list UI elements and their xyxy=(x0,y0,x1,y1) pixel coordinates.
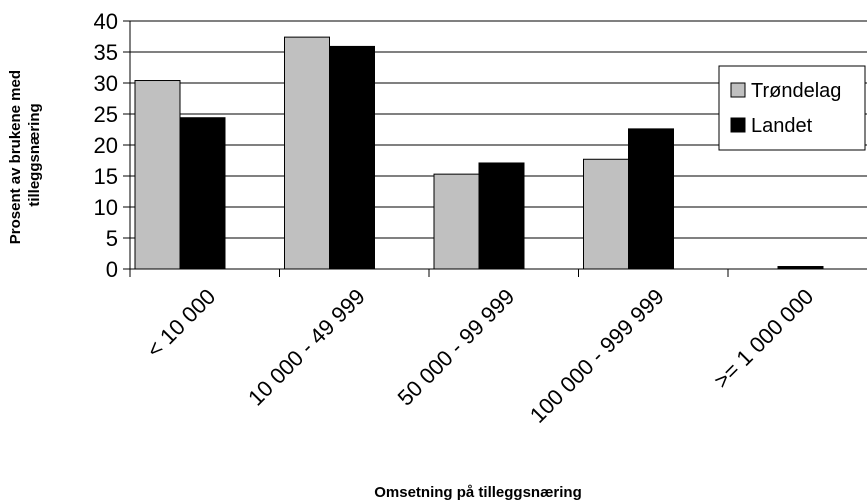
bar-landet-2 xyxy=(478,162,525,270)
x-tick-labels: < 10 000 10 000 - 49 999 50 000 - 99 999 10… xyxy=(142,284,819,428)
x-tick-label: 10 000 - 49 999 xyxy=(243,284,370,411)
y-tick-label: 25 xyxy=(94,102,118,127)
legend-swatch-trondelag xyxy=(730,82,746,98)
axes xyxy=(129,21,867,277)
y-axis-title: Prosent av brukene med tilleggsnæring xyxy=(7,66,43,244)
legend-box xyxy=(718,65,866,151)
y-tick-label: 30 xyxy=(94,71,118,96)
x-tick-label: 50 000 - 99 999 xyxy=(393,284,520,411)
legend: Trøndelag Landet xyxy=(718,65,866,151)
x-tick-label: < 10 000 xyxy=(142,284,221,363)
x-tick-label: >= 1 000 000 xyxy=(709,284,818,393)
y-tick-label: 10 xyxy=(94,195,118,220)
bar-trondelag-2 xyxy=(433,173,480,270)
y-tick-label: 35 xyxy=(94,40,118,65)
y-axis-title-line-1: Prosent av brukene med xyxy=(7,70,24,244)
y-axis-title-line-2: tilleggsnæring xyxy=(26,103,43,206)
y-tick-label: 40 xyxy=(94,9,118,34)
y-tick-label: 20 xyxy=(94,133,118,158)
y-tick-label: 15 xyxy=(94,164,118,189)
bar-landet-1 xyxy=(329,45,375,270)
legend-label-trondelag: Trøndelag xyxy=(751,80,841,102)
bar-trondelag-1 xyxy=(284,36,330,270)
bars xyxy=(134,36,824,270)
x-axis-title: Omsetning på tilleggsnæring xyxy=(374,484,582,501)
legend-label-landet: Landet xyxy=(751,115,813,137)
bar-landet-0 xyxy=(179,117,226,270)
x-tick-label: 100 000 - 999 999 xyxy=(525,284,669,428)
y-tick-label: 0 xyxy=(106,257,118,282)
y-tick-labels: 0 5 10 15 20 25 30 35 40 xyxy=(94,9,118,282)
legend-swatch-landet xyxy=(730,117,746,133)
bar-landet-3 xyxy=(628,128,674,270)
bar-trondelag-0 xyxy=(134,80,181,270)
y-tick-label: 5 xyxy=(106,226,118,251)
bar-trondelag-3 xyxy=(583,158,629,270)
